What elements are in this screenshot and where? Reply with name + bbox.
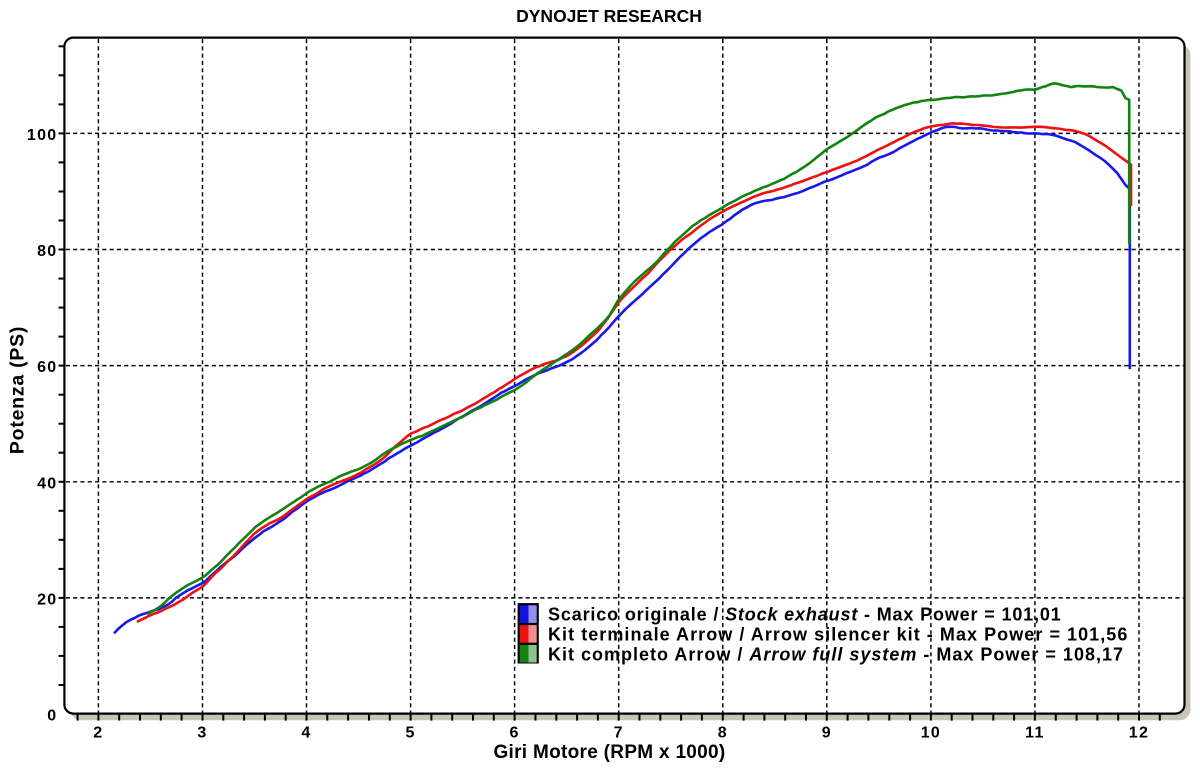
- svg-text:10: 10: [921, 725, 941, 742]
- svg-text:3: 3: [197, 725, 207, 742]
- svg-text:Kit terminale Arrow / Arrow si: Kit terminale Arrow / Arrow silencer kit…: [548, 624, 1128, 644]
- svg-text:2: 2: [93, 725, 103, 742]
- svg-text:20: 20: [37, 591, 57, 608]
- svg-text:5: 5: [405, 725, 415, 742]
- svg-text:DYNOJET RESEARCH: DYNOJET RESEARCH: [516, 6, 702, 26]
- svg-text:60: 60: [37, 359, 57, 376]
- svg-text:Potenza (PS): Potenza (PS): [6, 326, 28, 454]
- svg-text:9: 9: [822, 725, 832, 742]
- svg-text:11: 11: [1025, 725, 1045, 742]
- svg-text:7: 7: [614, 725, 624, 742]
- svg-text:12: 12: [1129, 725, 1149, 742]
- svg-text:Scarico originale / Stock exha: Scarico originale / Stock exhaust - Max …: [548, 604, 1062, 624]
- svg-text:4: 4: [301, 725, 311, 742]
- svg-text:6: 6: [509, 725, 519, 742]
- svg-text:Kit completo Arrow / Arrow ful: Kit completo Arrow / Arrow full system -…: [548, 644, 1124, 664]
- svg-text:80: 80: [37, 243, 57, 260]
- svg-text:100: 100: [27, 127, 58, 144]
- svg-text:Giri Motore (RPM x 1000): Giri Motore (RPM x 1000): [493, 742, 725, 763]
- svg-text:8: 8: [718, 725, 728, 742]
- svg-text:40: 40: [37, 475, 57, 492]
- svg-text:0: 0: [47, 708, 57, 725]
